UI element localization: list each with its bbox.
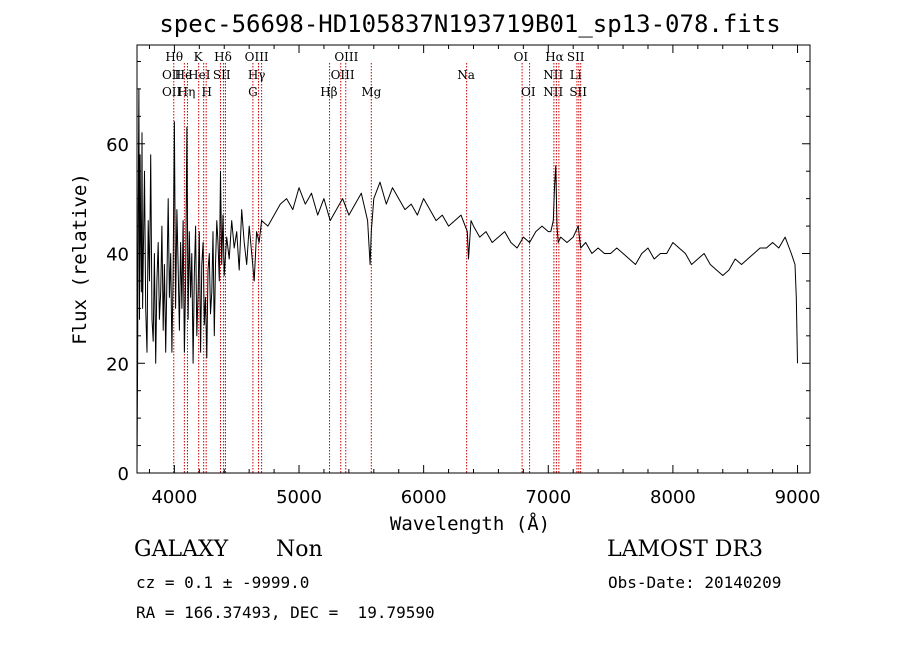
line-label-2: OII	[162, 85, 182, 99]
line-label-3: He	[175, 68, 193, 82]
spectrum-series	[136, 88, 798, 468]
line-label-19: OI	[521, 85, 536, 99]
y-tick-label-1: 20	[106, 354, 129, 375]
y-axis-label: Flux (relative)	[69, 173, 91, 345]
line-label-16: Mg	[361, 85, 381, 99]
axes: 4000 5000 6000 7000 8000 9000 0 20 40 60	[106, 45, 820, 508]
line-label-12: G	[248, 85, 258, 99]
plot-frame	[136, 44, 811, 474]
x-axis-label: Wavelength (Å)	[390, 512, 550, 535]
line-label-8: Hδ	[214, 50, 232, 64]
x-tick-label-0: 4000	[151, 487, 197, 508]
sky-coordinates: RA = 166.37493, DEC = 19.79590	[136, 603, 435, 622]
x-tick-label-4: 8000	[650, 487, 696, 508]
line-label-18: OI	[514, 50, 529, 64]
x-tick-label-5: 9000	[775, 487, 821, 508]
y-tick-label-2: 40	[106, 245, 129, 266]
chart-title: spec-56698-HD105837N193719B01_sp13-078.f…	[159, 10, 780, 38]
redshift-readout: cz = 0.1 ± -9999.0	[136, 573, 310, 592]
object-subclass: Non	[276, 537, 323, 562]
x-tick-label-1: 5000	[276, 487, 322, 508]
line-label-5: K	[194, 50, 204, 64]
survey-name: LAMOST DR3	[607, 537, 763, 562]
line-label-13: OIII	[334, 50, 358, 64]
observation-date: Obs-Date: 20140209	[608, 573, 782, 592]
line-label-24: NII	[543, 85, 563, 99]
y-tick-label-3: 60	[106, 135, 129, 156]
line-label-17: Na	[457, 68, 475, 82]
line-label-23: Li	[570, 68, 582, 82]
line-label-22: NII	[543, 68, 563, 82]
line-label-25: SII	[569, 85, 587, 99]
object-type: GALAXY	[134, 537, 229, 562]
line-label-9: SII	[213, 68, 231, 82]
y-tick-label-0: 0	[118, 464, 129, 485]
line-label-15: Hβ	[320, 85, 337, 99]
line-label-6: HeI	[188, 68, 211, 82]
x-tick-label-2: 6000	[401, 487, 447, 508]
line-label-1: OII	[162, 68, 182, 82]
line-label-10: OIII	[245, 50, 269, 64]
line-label-7: H	[202, 85, 212, 99]
line-label-4: Hη	[178, 85, 196, 99]
emission-line-markers	[173, 63, 582, 473]
line-label-14: OIII	[331, 68, 355, 82]
line-label-20: Hα	[545, 50, 564, 64]
x-tick-label-3: 7000	[525, 487, 571, 508]
spectrum-line-0	[136, 88, 798, 468]
line-label-11: Hγ	[248, 68, 266, 82]
line-label-21: SII	[567, 50, 585, 64]
line-label-0: Hθ	[165, 50, 183, 64]
